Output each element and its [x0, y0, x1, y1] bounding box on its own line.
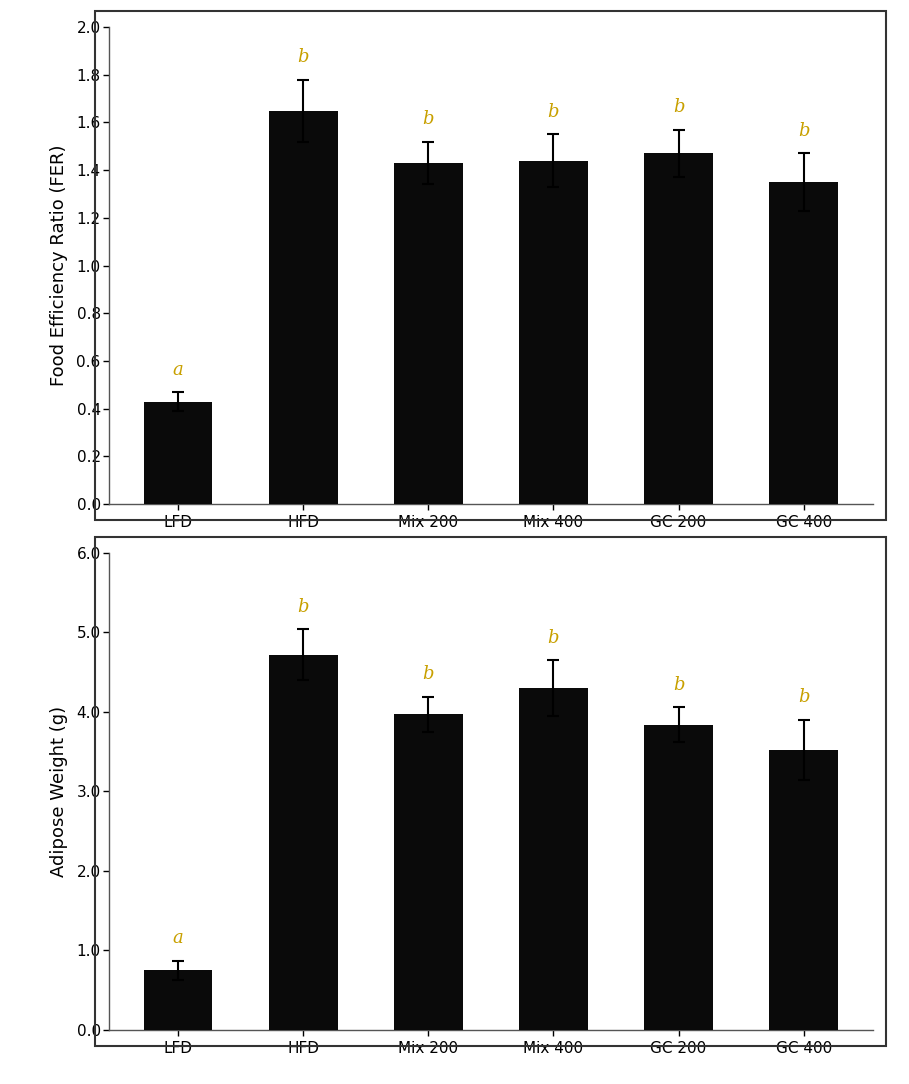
- Text: b: b: [548, 103, 559, 121]
- Text: a: a: [173, 929, 184, 947]
- Bar: [144, 401, 213, 504]
- Text: b: b: [297, 597, 309, 616]
- Bar: [769, 182, 838, 504]
- Text: b: b: [297, 48, 309, 66]
- Text: b: b: [673, 99, 684, 116]
- Y-axis label: Adipose Weight (g): Adipose Weight (g): [50, 706, 68, 877]
- Bar: [644, 154, 713, 504]
- Bar: [394, 163, 463, 504]
- Text: b: b: [673, 675, 684, 694]
- Y-axis label: Food Efficiency Ratio (FER): Food Efficiency Ratio (FER): [50, 145, 68, 386]
- Text: b: b: [423, 111, 434, 128]
- Bar: [269, 655, 337, 1030]
- Bar: [269, 111, 337, 504]
- Text: b: b: [798, 688, 810, 707]
- Text: b: b: [798, 122, 810, 140]
- Bar: [769, 750, 838, 1030]
- Bar: [144, 970, 213, 1030]
- Bar: [519, 688, 588, 1030]
- Bar: [394, 714, 463, 1030]
- Text: b: b: [548, 629, 559, 647]
- Text: a: a: [173, 361, 184, 378]
- Bar: [519, 160, 588, 504]
- Bar: [644, 724, 713, 1030]
- Text: b: b: [423, 666, 434, 683]
